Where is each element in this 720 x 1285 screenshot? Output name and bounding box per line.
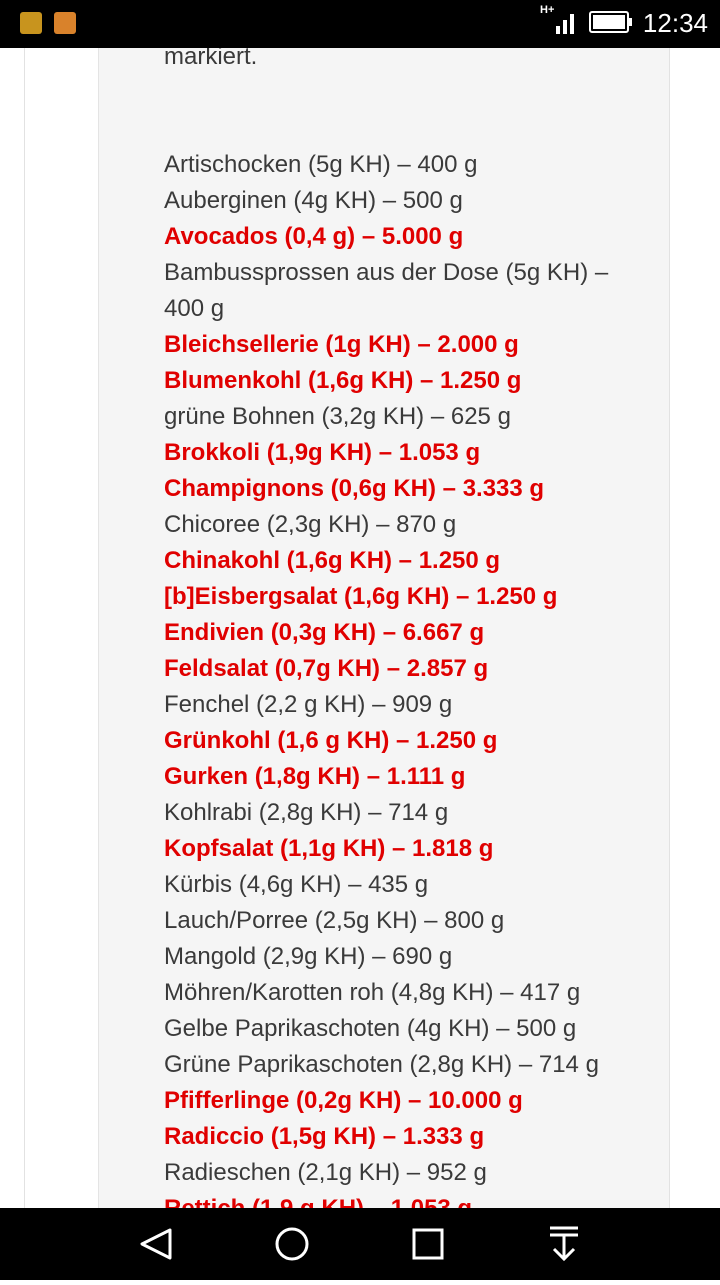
list-item: Kürbis (4,6g KH) – 435 g [164,871,429,898]
back-button[interactable] [140,1228,172,1260]
clock: 12:34 [642,8,708,38]
article-text: markiert. Artischocken (5g KH) – 400 g Au… [164,48,648,1208]
list-item: Blumenkohl (1,6g KH) – 1.250 g [164,367,522,394]
list-item: Champignons (0,6g KH) – 3.333 g [164,475,545,502]
list-item: Kohlrabi (2,8g KH) – 714 g [164,799,449,826]
signal-bar [563,20,567,34]
battery-level [593,15,625,29]
network-type: H+ [540,4,555,16]
battery-tip [629,18,632,26]
list-item: Mangold (2,9g KH) – 690 g [164,943,453,970]
list-item: Grünkohl (1,6 g KH) – 1.250 g [164,727,498,754]
list-item: [b]Eisbergsalat (1,6g KH) – 1.250 g [164,583,558,610]
list-item: Möhren/Karotten roh (4,8g KH) – 417 g [164,979,581,1006]
list-item: Gelbe Paprikaschoten (4g KH) – 500 g [164,1015,577,1042]
list-item: Pfifferlinge (0,2g KH) – 10.000 g [164,1087,523,1114]
list-item: Avocados (0,4 g) – 5.000 g [164,223,464,250]
list-item: Endivien (0,3g KH) – 6.667 g [164,619,485,646]
notification-icon [54,12,76,34]
list-item: Feldsalat (0,7g KH) – 2.857 g [164,655,489,682]
list-item: Lauch/Porree (2,5g KH) – 800 g [164,907,505,934]
notification-pull-button[interactable] [550,1226,578,1262]
list-item: Kopfsalat (1,1g KH) – 1.818 g [164,835,494,862]
signal-bar [556,26,560,34]
navigation-bar [0,1208,720,1280]
signal-bar [570,14,574,34]
notification-icon [20,12,42,34]
nav-icons [140,1226,578,1262]
food-list: Artischocken (5g KH) – 400 g Auberginen (… [164,147,648,1208]
page-content: markiert. Artischocken (5g KH) – 400 g Au… [0,48,720,1208]
quote-box [98,48,669,1208]
recents-button[interactable] [412,1228,444,1260]
list-item: Radieschen (2,1g KH) – 952 g [164,1159,487,1186]
list-item: Chicoree (2,3g KH) – 870 g [164,511,457,538]
article-card [24,48,670,1208]
list-item: Rettich (1,9 g KH) – 1.053 g [164,1191,648,1208]
list-item: Bambussprossen aus der Dose (5g KH) – 40… [164,259,609,322]
list-item: Bleichsellerie (1g KH) – 2.000 g [164,331,519,358]
list-item: Brokkoli (1,9g KH) – 1.053 g [164,439,481,466]
list-item: Chinakohl (1,6g KH) – 1.250 g [164,547,501,574]
paragraph: markiert. [164,48,258,70]
status-bar: H+ 12:34 [0,0,720,48]
list-item: Gurken (1,8g KH) – 1.111 g [164,763,466,790]
list-item: Grüne Paprikaschoten (2,8g KH) – 714 g [164,1051,599,1078]
list-item: grüne Bohnen (3,2g KH) – 625 g [164,403,511,430]
battery [589,11,629,33]
list-item: Artischocken (5g KH) – 400 g [164,151,478,178]
list-item: Radiccio (1,5g KH) – 1.333 g [164,1123,485,1150]
list-item: Auberginen (4g KH) – 500 g [164,187,463,214]
status-icons [20,11,632,34]
home-button[interactable] [275,1227,309,1261]
list-item: Fenchel (2,2 g KH) – 909 g [164,691,453,718]
